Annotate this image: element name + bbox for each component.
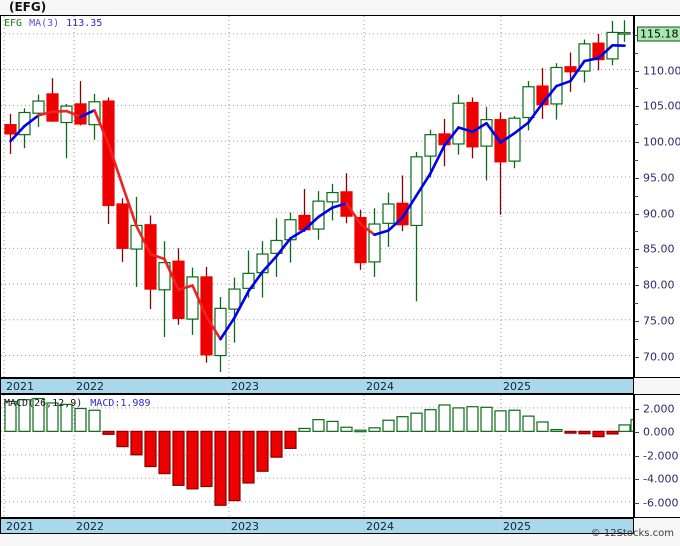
price-axis-label: 105.00 — [643, 99, 680, 113]
macd-axis-label: -6.000 — [643, 496, 679, 510]
price-axis-minor-tick — [634, 302, 638, 304]
macd-axis-label: -2.000 — [643, 449, 679, 463]
macd-axis-tick — [634, 432, 639, 434]
time-axis-year-label: 2023 — [231, 380, 259, 393]
legend-ma-value: 113.35 — [66, 18, 103, 29]
price-axis-tick — [634, 34, 639, 36]
time-axis-year-label: 2022 — [76, 380, 104, 393]
price-axis-tick — [634, 70, 639, 72]
macd-indicator-name: MACD(26,12,9) — [4, 398, 83, 409]
price-plot-svg — [1, 16, 633, 377]
price-axis-tick — [634, 320, 639, 322]
price-chart-panel[interactable] — [0, 15, 634, 378]
price-axis-tick — [634, 177, 639, 179]
price-axis-tick — [634, 285, 639, 287]
macd-legend: MACD(26,12,9) MACD:1.989 — [4, 398, 159, 409]
price-axis-minor-tick — [634, 231, 638, 233]
time-axis-top: 2021 2022 2023 2024 2025 — [0, 378, 634, 394]
macd-axis-tick — [634, 502, 639, 504]
time-axis-year-label: 2023 — [231, 520, 259, 533]
page-title: (EFG) — [9, 0, 47, 14]
price-axis-label: 95.00 — [643, 171, 675, 185]
price-axis-tick — [634, 106, 639, 108]
watermark: © 12Stocks.com — [590, 528, 674, 539]
price-axis-label: 100.00 — [643, 135, 680, 149]
time-axis-year-label: 2022 — [76, 520, 104, 533]
price-axis-minor-tick — [634, 267, 638, 269]
price-axis-label: 70.00 — [643, 350, 675, 364]
price-axis-minor-tick — [634, 338, 638, 340]
time-axis-year-label: 2021 — [6, 380, 34, 393]
macd-axis-label: 0.000 — [643, 425, 675, 439]
price-axis-label: 75.00 — [643, 314, 675, 328]
price-axis-tick — [634, 213, 639, 215]
legend-symbol: EFG — [4, 18, 23, 29]
macd-y-axis: 2.000 0.000 -2.000 -4.000 -6.000 — [634, 394, 680, 518]
price-axis-minor-tick — [634, 52, 638, 54]
macd-axis-tick — [634, 455, 639, 457]
price-axis-tick — [634, 142, 639, 144]
price-legend: EFG MA(3) 113.35 — [4, 18, 109, 29]
macd-axis-tick — [634, 408, 639, 410]
price-axis-label: 90.00 — [643, 207, 675, 221]
price-axis-label: 85.00 — [643, 242, 675, 256]
time-axis-year-label: 2025 — [503, 520, 531, 533]
price-axis-minor-tick — [634, 124, 638, 126]
price-axis-tick — [634, 356, 639, 358]
last-price-flag: 115.18 — [637, 26, 680, 42]
macd-axis-tick — [634, 479, 639, 481]
macd-plot-svg — [1, 395, 633, 517]
macd-axis-label: 2.000 — [643, 402, 675, 416]
price-axis-minor-tick — [634, 195, 638, 197]
time-axis-year-label: 2025 — [503, 380, 531, 393]
price-axis-label: 110.00 — [643, 64, 680, 78]
title-bar: (EFG) — [0, 0, 680, 15]
macd-axis-label: -4.000 — [643, 472, 679, 486]
price-axis-minor-tick — [634, 88, 638, 90]
time-axis-year-label: 2024 — [366, 380, 394, 393]
price-axis-minor-tick — [634, 159, 638, 161]
price-axis-tick — [634, 249, 639, 251]
time-axis-year-label: 2024 — [366, 520, 394, 533]
legend-ma-label: MA(3) — [29, 18, 60, 29]
price-axis-label: 80.00 — [643, 278, 675, 292]
price-y-axis: 115.18 115.00110.00105.00100.0095.0090.0… — [634, 15, 680, 378]
macd-indicator-value: MACD:1.989 — [90, 398, 151, 409]
time-axis-bottom: 2021 2022 2023 2024 2025 — [0, 518, 634, 534]
time-axis-year-label: 2021 — [6, 520, 34, 533]
macd-chart-panel[interactable] — [0, 394, 634, 518]
